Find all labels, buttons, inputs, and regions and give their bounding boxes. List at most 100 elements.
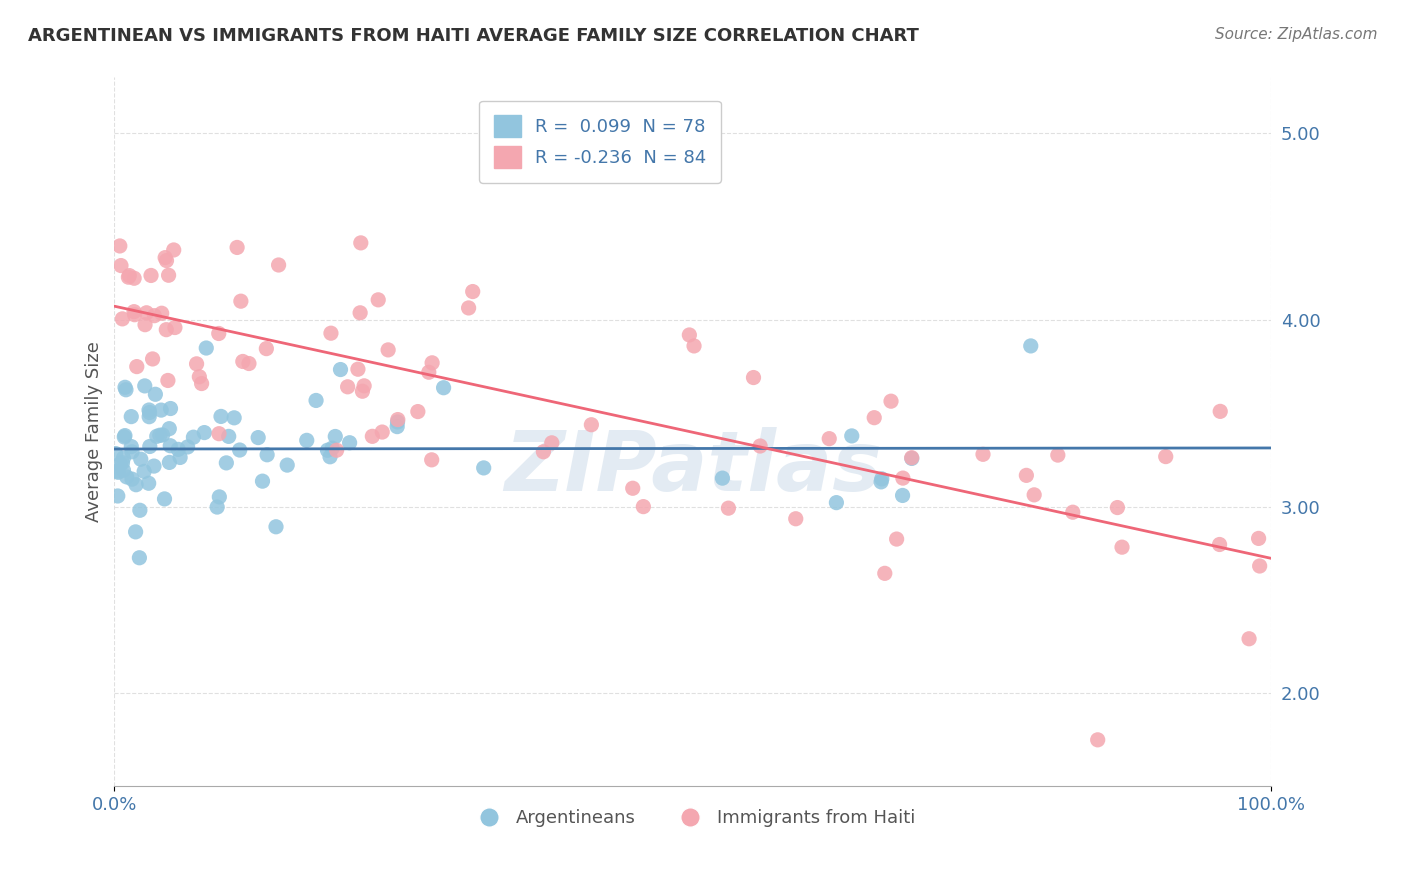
- Argentineans: [193, 425, 215, 440]
- Argentineans: [316, 443, 339, 458]
- Argentineans: [138, 403, 160, 417]
- Argentineans: [167, 442, 190, 457]
- Argentineans: [112, 430, 135, 444]
- Immigrants from Haiti: [717, 501, 740, 516]
- Argentineans: [105, 464, 128, 478]
- Immigrants from Haiti: [118, 268, 141, 283]
- Legend: Argentineans, Immigrants from Haiti: Argentineans, Immigrants from Haiti: [464, 802, 922, 834]
- Argentineans: [218, 429, 240, 443]
- Immigrants from Haiti: [208, 426, 231, 441]
- Immigrants from Haiti: [1154, 450, 1177, 464]
- Immigrants from Haiti: [1247, 532, 1270, 546]
- Immigrants from Haiti: [122, 304, 145, 318]
- Argentineans: [900, 451, 922, 466]
- Y-axis label: Average Family Size: Average Family Size: [86, 342, 103, 523]
- Immigrants from Haiti: [188, 369, 211, 384]
- Immigrants from Haiti: [135, 306, 157, 320]
- Immigrants from Haiti: [190, 376, 212, 391]
- Argentineans: [112, 451, 135, 466]
- Immigrants from Haiti: [150, 306, 173, 320]
- Argentineans: [138, 405, 160, 419]
- Immigrants from Haiti: [633, 500, 655, 514]
- Immigrants from Haiti: [208, 326, 231, 341]
- Argentineans: [870, 475, 893, 489]
- Argentineans: [256, 448, 278, 462]
- Argentineans: [139, 440, 162, 454]
- Immigrants from Haiti: [124, 308, 146, 322]
- Argentineans: [114, 428, 136, 442]
- Argentineans: [104, 446, 127, 460]
- Immigrants from Haiti: [122, 271, 145, 285]
- Argentineans: [115, 470, 138, 484]
- Argentineans: [870, 472, 893, 486]
- Immigrants from Haiti: [863, 410, 886, 425]
- Immigrants from Haiti: [267, 258, 290, 272]
- Argentineans: [339, 435, 361, 450]
- Immigrants from Haiti: [972, 447, 994, 461]
- Argentineans: [195, 341, 218, 355]
- Immigrants from Haiti: [377, 343, 399, 357]
- Argentineans: [129, 452, 152, 467]
- Immigrants from Haiti: [226, 240, 249, 254]
- Argentineans: [138, 409, 160, 424]
- Immigrants from Haiti: [134, 318, 156, 332]
- Argentineans: [205, 500, 228, 514]
- Immigrants from Haiti: [749, 439, 772, 453]
- Argentineans: [385, 419, 408, 434]
- Immigrants from Haiti: [163, 243, 186, 257]
- Immigrants from Haiti: [229, 294, 252, 309]
- Argentineans: [1019, 339, 1042, 353]
- Immigrants from Haiti: [1208, 537, 1230, 551]
- Immigrants from Haiti: [163, 320, 186, 334]
- Immigrants from Haiti: [325, 443, 347, 458]
- Argentineans: [157, 455, 180, 469]
- Immigrants from Haiti: [1237, 632, 1260, 646]
- Argentineans: [319, 450, 342, 464]
- Immigrants from Haiti: [1111, 540, 1133, 554]
- Argentineans: [264, 520, 287, 534]
- Argentineans: [321, 441, 343, 455]
- Argentineans: [138, 476, 160, 491]
- Immigrants from Haiti: [111, 311, 134, 326]
- Argentineans: [841, 429, 863, 443]
- Text: Source: ZipAtlas.com: Source: ZipAtlas.com: [1215, 27, 1378, 42]
- Text: ZIPatlas: ZIPatlas: [503, 427, 882, 508]
- Immigrants from Haiti: [387, 412, 409, 426]
- Immigrants from Haiti: [371, 425, 394, 439]
- Argentineans: [134, 464, 156, 478]
- Immigrants from Haiti: [581, 417, 603, 432]
- Argentineans: [152, 428, 174, 442]
- Immigrants from Haiti: [143, 309, 166, 323]
- Immigrants from Haiti: [367, 293, 389, 307]
- Immigrants from Haiti: [353, 379, 375, 393]
- Argentineans: [153, 491, 176, 506]
- Argentineans: [247, 431, 270, 445]
- Immigrants from Haiti: [350, 235, 373, 250]
- Argentineans: [107, 465, 129, 479]
- Immigrants from Haiti: [238, 357, 260, 371]
- Argentineans: [108, 457, 131, 471]
- Argentineans: [157, 422, 180, 436]
- Immigrants from Haiti: [1209, 404, 1232, 418]
- Immigrants from Haiti: [900, 450, 922, 465]
- Argentineans: [432, 381, 454, 395]
- Argentineans: [387, 415, 409, 429]
- Immigrants from Haiti: [880, 394, 903, 409]
- Argentineans: [276, 458, 298, 472]
- Argentineans: [143, 459, 166, 474]
- Immigrants from Haiti: [110, 259, 132, 273]
- Argentineans: [472, 461, 495, 475]
- Argentineans: [252, 474, 274, 488]
- Immigrants from Haiti: [621, 481, 644, 495]
- Immigrants from Haiti: [232, 354, 254, 368]
- Immigrants from Haiti: [361, 429, 384, 443]
- Immigrants from Haiti: [873, 566, 896, 581]
- Immigrants from Haiti: [785, 512, 807, 526]
- Immigrants from Haiti: [1087, 732, 1109, 747]
- Text: ARGENTINEAN VS IMMIGRANTS FROM HAITI AVERAGE FAMILY SIZE CORRELATION CHART: ARGENTINEAN VS IMMIGRANTS FROM HAITI AVE…: [28, 27, 920, 45]
- Immigrants from Haiti: [139, 268, 162, 283]
- Argentineans: [149, 428, 172, 442]
- Argentineans: [150, 403, 173, 417]
- Argentineans: [111, 456, 134, 470]
- Argentineans: [711, 471, 734, 485]
